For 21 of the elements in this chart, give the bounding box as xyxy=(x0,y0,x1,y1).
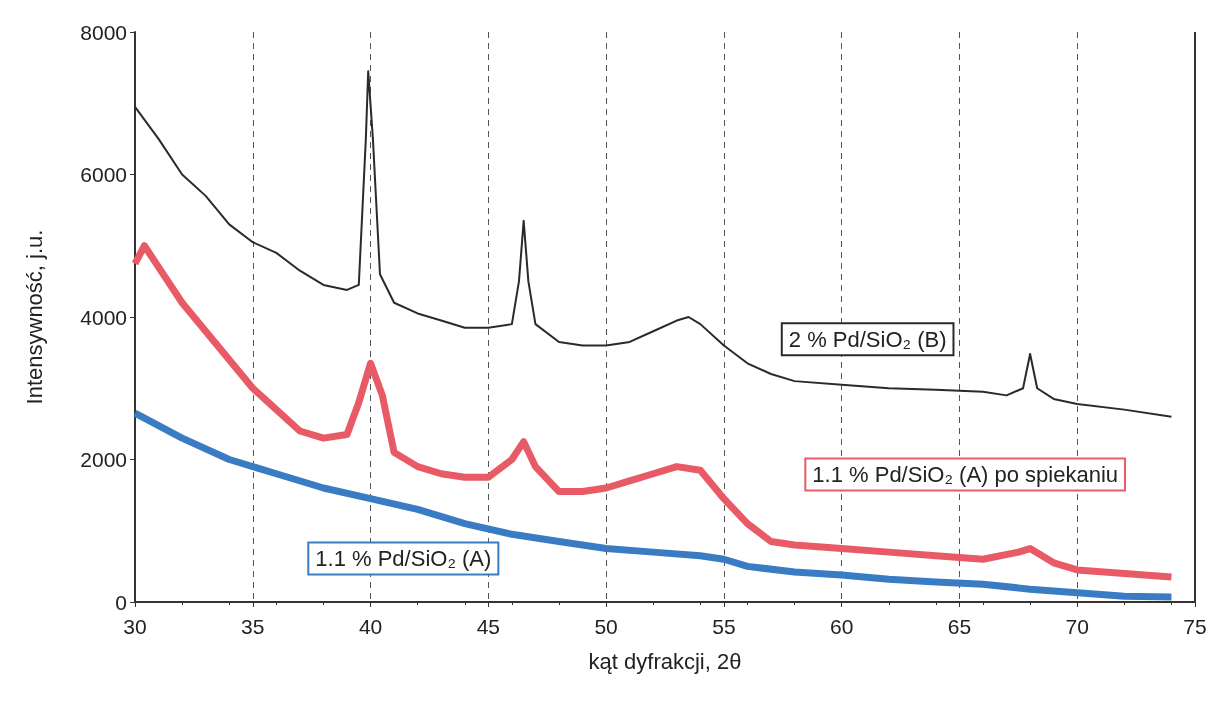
x-tick-label: 35 xyxy=(241,615,265,638)
x-tick-label: 75 xyxy=(1183,615,1207,638)
y-tick-label: 8000 xyxy=(80,20,127,44)
y-tick-label: 4000 xyxy=(80,305,127,329)
x-axis-title: kąt dyfrakcji, 2θ xyxy=(588,648,742,674)
y-axis-title: Intensywność, j.u. xyxy=(21,229,47,405)
series-label: 2 % Pd/SiO₂ (B) xyxy=(788,326,947,352)
text: 1.1 % Pd/SiO₂ (A) po spiekaniu xyxy=(812,462,1119,487)
x-tick-label: 40 xyxy=(358,615,383,638)
y-tick-label: 6000 xyxy=(80,163,127,186)
series-label: 1.1 % Pd/SiO₂ (A) xyxy=(315,546,492,572)
x-tick-label: 30 xyxy=(123,615,147,638)
x-tick-label: 45 xyxy=(476,615,501,638)
x-tick-label: 70 xyxy=(1065,615,1089,638)
y-tick-label: 2000 xyxy=(80,448,127,471)
line-series xyxy=(134,70,1173,418)
y-tick-label: 0 xyxy=(115,590,127,614)
x-tick-label: 55 xyxy=(712,615,736,638)
x-tick-label: 65 xyxy=(947,615,972,638)
x-tick-label: 60 xyxy=(829,615,854,638)
x-tick-label: 50 xyxy=(594,615,618,638)
